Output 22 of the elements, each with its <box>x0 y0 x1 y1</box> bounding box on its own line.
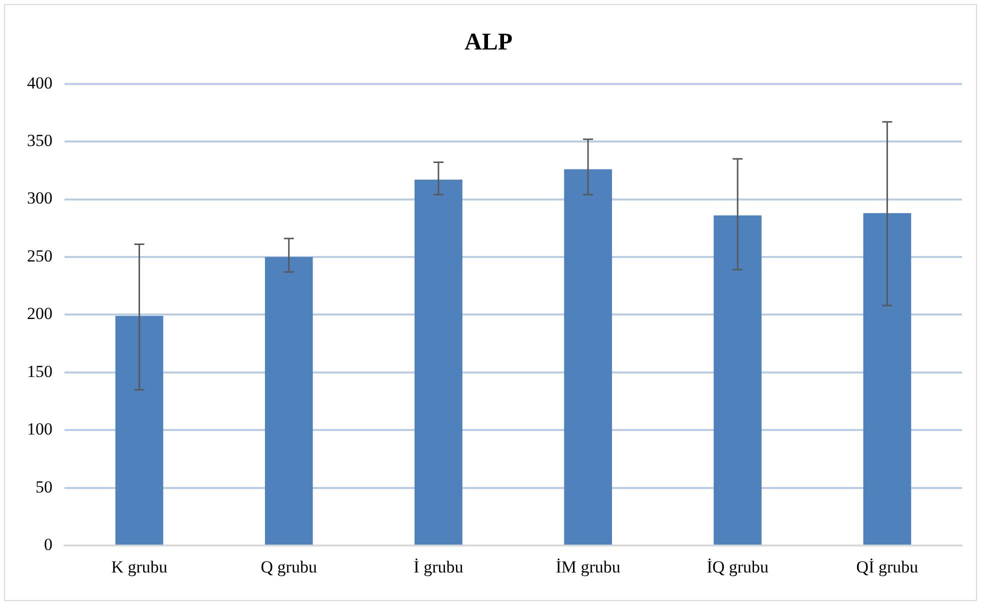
y-tick-label: 0 <box>44 535 52 554</box>
y-tick-label: 200 <box>27 304 52 324</box>
x-tick-label: K grubu <box>111 557 168 576</box>
bar <box>115 316 164 545</box>
x-tick-label: Qİ grubu <box>856 557 919 576</box>
y-tick-label: 350 <box>27 130 52 150</box>
x-tick-label: Q grubu <box>260 557 318 576</box>
chart-title: ALP <box>464 30 512 56</box>
y-tick-label: 50 <box>36 477 52 496</box>
y-tick-label: 150 <box>27 362 52 381</box>
bar <box>863 213 912 545</box>
bar <box>264 256 313 545</box>
bar <box>564 169 612 545</box>
x-tick-label: İ grubu <box>414 557 464 576</box>
y-tick-label: 100 <box>27 420 52 439</box>
x-tick-label: İQ grubu <box>706 557 770 576</box>
bar <box>714 215 762 545</box>
bar <box>414 180 462 545</box>
y-tick-label: 250 <box>27 246 52 266</box>
y-tick-label: 300 <box>27 188 52 208</box>
x-tick-label: İM grubu <box>556 557 621 576</box>
y-tick-label: 400 <box>27 73 52 92</box>
